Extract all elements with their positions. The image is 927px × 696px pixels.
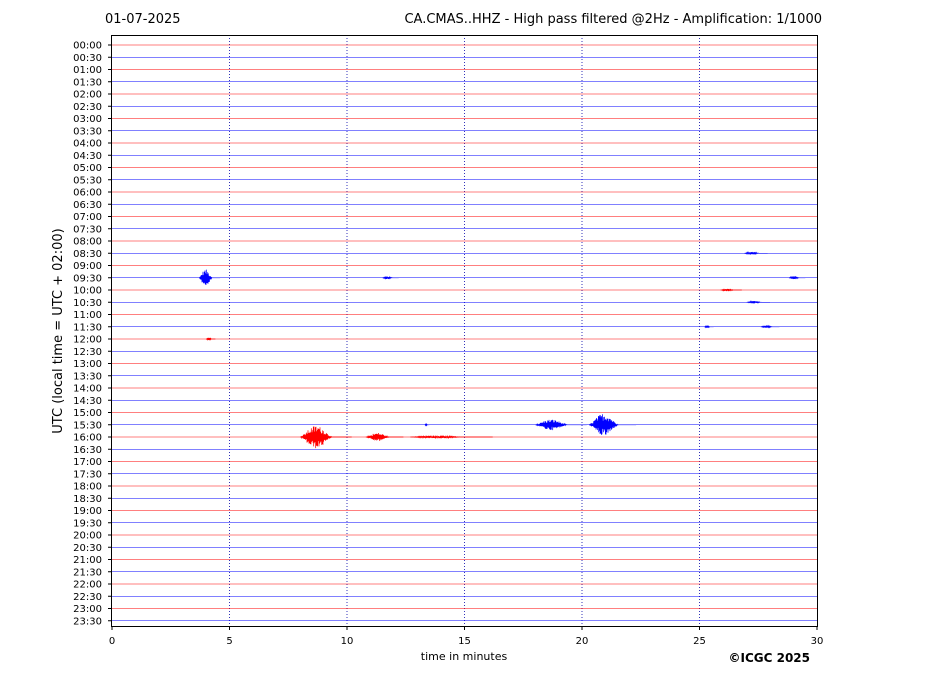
y-tick-label: 21:30	[73, 567, 102, 578]
x-axis: 0 5 10 15 20 25 30	[109, 626, 824, 647]
y-axis-label: UTC (local time = UTC + 02:00)	[51, 228, 66, 433]
seismic-event	[198, 269, 221, 286]
seismic-event	[300, 426, 352, 449]
seismic-event	[535, 419, 587, 431]
x-tick-label: 30	[811, 636, 824, 647]
seismic-event	[589, 414, 637, 435]
y-tick-label: 09:30	[73, 273, 102, 284]
y-tick-label: 07:00	[73, 212, 102, 223]
seismic-event	[424, 422, 430, 427]
x-tick-label: 20	[576, 636, 589, 647]
y-tick-label: 08:00	[73, 237, 102, 248]
y-tick-label: 09:00	[73, 261, 102, 272]
y-tick-label: 08:30	[73, 249, 102, 260]
trace-layer	[112, 44, 817, 622]
x-tick-label: 5	[226, 636, 232, 647]
y-tick-label: 22:00	[73, 580, 102, 591]
y-tick-label: 11:00	[73, 310, 102, 321]
y-tick-label: 01:30	[73, 77, 102, 88]
y-tick-label: 06:00	[73, 188, 102, 199]
y-tick-label: 18:30	[73, 494, 102, 505]
y-tick-label: 19:00	[73, 506, 102, 517]
copyright-notice: ©ICGC 2025	[728, 651, 810, 665]
y-tick-label: 05:00	[73, 163, 102, 174]
y-tick-label: 11:30	[73, 322, 102, 333]
y-tick-label: 14:00	[73, 384, 102, 395]
y-tick-label: 03:00	[73, 114, 102, 125]
y-tick-label: 00:00	[73, 41, 102, 52]
y-tick-label: 02:00	[73, 90, 102, 101]
y-tick-label: 12:30	[73, 347, 102, 358]
y-tick-label: 20:00	[73, 531, 102, 542]
seismic-event	[382, 275, 399, 280]
y-tick-label: 10:00	[73, 286, 102, 297]
seismic-event	[760, 324, 780, 329]
seismic-event	[410, 434, 493, 439]
y-tick-label: 13:00	[73, 359, 102, 370]
x-tick-label: 10	[341, 636, 354, 647]
y-tick-label: 16:30	[73, 445, 102, 456]
y-tick-label: 20:30	[73, 543, 102, 554]
y-tick-label: 14:30	[73, 396, 102, 407]
y-tick-label: 10:30	[73, 298, 102, 309]
x-tick-label: 15	[458, 636, 471, 647]
seismic-event	[720, 288, 742, 292]
seismic-event	[788, 275, 806, 280]
y-tick-label: 12:00	[73, 335, 102, 346]
y-tick-label: 01:00	[73, 65, 102, 76]
y-tick-label: 17:00	[73, 457, 102, 468]
seismic-event	[704, 324, 714, 329]
x-axis-label: time in minutes	[421, 650, 508, 663]
y-tick-label: 19:30	[73, 518, 102, 529]
y-tick-label: 22:30	[73, 592, 102, 603]
seismic-event	[744, 251, 768, 256]
seismic-event	[365, 432, 404, 441]
y-tick-label: 15:30	[73, 420, 102, 431]
chart-date: 01-07-2025	[105, 12, 181, 27]
y-tick-label: 02:30	[73, 102, 102, 113]
plot-frame	[111, 35, 818, 627]
chart-title: CA.CMAS..HHZ - High pass filtered @2Hz -…	[404, 12, 822, 27]
seismic-event	[746, 300, 770, 304]
y-tick-label: 00:30	[73, 53, 102, 64]
y-tick-label: 06:30	[73, 200, 102, 211]
y-tick-label: 18:00	[73, 482, 102, 493]
y-tick-label: 05:30	[73, 175, 102, 186]
x-tick-label: 25	[693, 636, 706, 647]
y-tick-label: 15:00	[73, 408, 102, 419]
y-tick-label: 04:30	[73, 151, 102, 162]
y-tick-label: 07:30	[73, 224, 102, 235]
x-tick-label: 0	[109, 636, 115, 647]
y-tick-label: 17:30	[73, 469, 102, 480]
y-tick-label: 13:30	[73, 371, 102, 382]
y-tick-label: 04:00	[73, 139, 102, 150]
y-tick-label: 23:30	[73, 616, 102, 627]
y-tick-label: 21:00	[73, 555, 102, 566]
y-tick-label: 23:00	[73, 604, 102, 615]
y-tick-label: 03:30	[73, 126, 102, 137]
grid-layer	[229, 35, 700, 626]
seismic-event	[205, 337, 216, 341]
y-tick-label: 16:00	[73, 433, 102, 444]
